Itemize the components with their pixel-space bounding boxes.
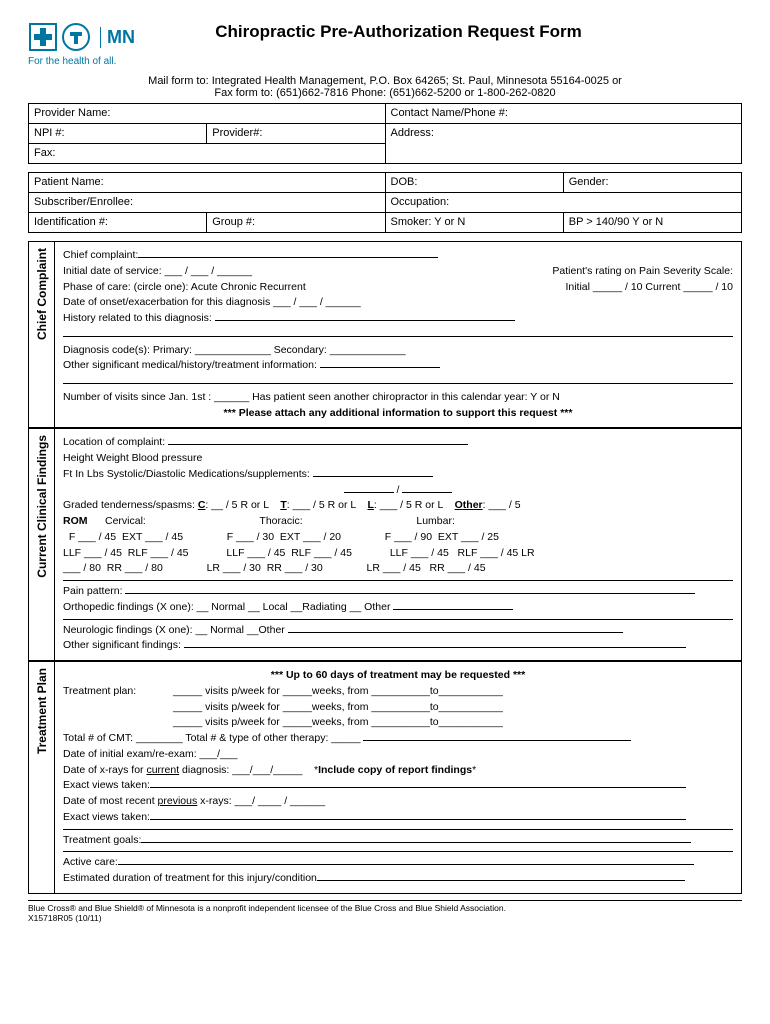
logo-state: MN — [100, 27, 135, 48]
total-cmt: Total # of CMT: ________ Total # & type … — [63, 732, 361, 744]
chief-content[interactable]: Chief complaint: Initial date of service… — [55, 242, 741, 427]
chief-phase: Phase of care: (circle one): Acute Chron… — [63, 280, 306, 296]
address-cell[interactable]: Address: — [385, 124, 742, 164]
gender-cell[interactable]: Gender: — [563, 173, 741, 193]
chief-other: Other significant medical/history/treatm… — [63, 359, 317, 371]
clinical-section: Current Clinical Findings Location of co… — [28, 428, 742, 661]
patient-table: Patient Name: DOB: Gender: Subscriber/En… — [28, 172, 742, 233]
chief-initial-date: Initial date of service: ___ / ___ / ___… — [63, 264, 252, 280]
visits-line-3: _____ visits p/week for _____weeks, from… — [173, 715, 503, 731]
form-title: Chiropractic Pre-Authorization Request F… — [135, 20, 662, 42]
rom-label: ROM — [63, 515, 88, 527]
clinical-content[interactable]: Location of complaint: Height Weight Blo… — [55, 429, 741, 660]
contact-cell[interactable]: Contact Name/Phone #: — [385, 104, 742, 124]
clinical-tenderness: Graded tenderness/spasms: C: __ / 5 R or… — [63, 499, 521, 511]
dob-cell[interactable]: DOB: — [385, 173, 563, 193]
clinical-pain-pattern: Pain pattern: — [63, 585, 123, 597]
xray-current: Date of x-rays for current diagnosis: __… — [63, 763, 733, 779]
treatment-upto: *** Up to 60 days of treatment may be re… — [63, 668, 733, 684]
bcbs-logo-icon — [28, 20, 92, 54]
treatment-section: Treatment Plan *** Up to 60 days of trea… — [28, 661, 742, 894]
visits-line-2: _____ visits p/week for _____weeks, from… — [173, 700, 503, 716]
fax-cell[interactable]: Fax: — [29, 144, 386, 164]
rom-row1: F ___ / 45 EXT ___ / 45 F ___ / 30 EXT _… — [63, 530, 733, 546]
chief-diagnosis: Diagnosis code(s): Primary: ____________… — [63, 343, 733, 359]
chief-label: Chief Complaint — [29, 242, 55, 428]
footer: Blue Cross® and Blue Shield® of Minnesot… — [28, 900, 742, 923]
provider-num-cell[interactable]: Provider#: — [207, 124, 385, 144]
logo-block: MN For the health of all. — [28, 20, 135, 67]
treatment-label: Treatment Plan — [29, 662, 55, 894]
subscriber-cell[interactable]: Subscriber/Enrollee: — [29, 193, 386, 213]
chief-visits: Number of visits since Jan. 1st : ______… — [63, 390, 733, 406]
rom-row3: ___ / 80 RR ___ / 80 LR ___ / 30 RR ___ … — [63, 561, 733, 577]
patient-name-cell[interactable]: Patient Name: — [29, 173, 386, 193]
provider-name-cell[interactable]: Provider Name: — [29, 104, 386, 124]
page: MN For the health of all. Chiropractic P… — [0, 0, 770, 943]
bp-cell[interactable]: BP > 140/90 Y or N — [563, 213, 741, 233]
rom-row2: LLF ___ / 45 RLF ___ / 45 LLF ___ / 45 R… — [63, 546, 733, 562]
visits-line-1: _____ visits p/week for _____weeks, from… — [173, 684, 503, 700]
clinical-hwb2: Ft In Lbs Systolic/Diastolic Medications… — [63, 468, 310, 480]
treatment-plan-label: Treatment plan: — [63, 684, 173, 731]
treatment-goals: Treatment goals: — [63, 834, 141, 846]
footer-line2: X15718R05 (10/11) — [28, 913, 742, 923]
smoker-cell[interactable]: Smoker: Y or N — [385, 213, 563, 233]
occupation-cell[interactable]: Occupation: — [385, 193, 742, 213]
treatment-content[interactable]: *** Up to 60 days of treatment may be re… — [55, 662, 741, 893]
chief-pain-scale: Patient's rating on Pain Severity Scale: — [552, 264, 733, 280]
initial-exam: Date of initial exam/re-exam: ___/___ — [63, 747, 733, 763]
clinical-location: Location of complaint: — [63, 436, 165, 448]
clinical-label: Current Clinical Findings — [29, 429, 55, 661]
chief-attach: *** Please attach any additional informa… — [63, 406, 733, 422]
clinical-neuro: Neurologic findings (X one): __ Normal _… — [63, 624, 285, 636]
clinical-other: Other significant findings: — [63, 639, 181, 651]
chief-complaint-label: Chief complaint: — [63, 249, 138, 261]
group-cell[interactable]: Group #: — [207, 213, 385, 233]
footer-line1: Blue Cross® and Blue Shield® of Minnesot… — [28, 903, 742, 913]
npi-cell[interactable]: NPI #: — [29, 124, 207, 144]
chief-section: Chief Complaint Chief complaint: Initial… — [28, 241, 742, 428]
clinical-ortho: Orthopedic findings (X one): __ Normal _… — [63, 601, 390, 613]
provider-table: Provider Name: Contact Name/Phone #: NPI… — [28, 103, 742, 164]
chief-history: History related to this diagnosis: — [63, 312, 212, 324]
duration: Estimated duration of treatment for this… — [63, 872, 317, 884]
xray-prev: Date of most recent previous x-rays: ___… — [63, 794, 733, 810]
mail-line2: Fax form to: (651)662-7816 Phone: (651)6… — [28, 87, 742, 99]
mail-info: Mail form to: Integrated Health Manageme… — [28, 75, 742, 99]
header-row: MN For the health of all. Chiropractic P… — [28, 20, 742, 67]
active-care: Active care: — [63, 856, 118, 868]
mail-line1: Mail form to: Integrated Health Manageme… — [28, 75, 742, 87]
clinical-hwb: Height Weight Blood pressure — [63, 451, 733, 467]
exact-views-2: Exact views taken: — [63, 811, 150, 823]
chief-ratings: Initial _____ / 10 Current _____ / 10 — [565, 280, 733, 296]
chief-onset: Date of onset/exacerbation for this diag… — [63, 295, 733, 311]
ident-cell[interactable]: Identification #: — [29, 213, 207, 233]
exact-views-1: Exact views taken: — [63, 779, 150, 791]
tagline: For the health of all. — [28, 56, 135, 67]
